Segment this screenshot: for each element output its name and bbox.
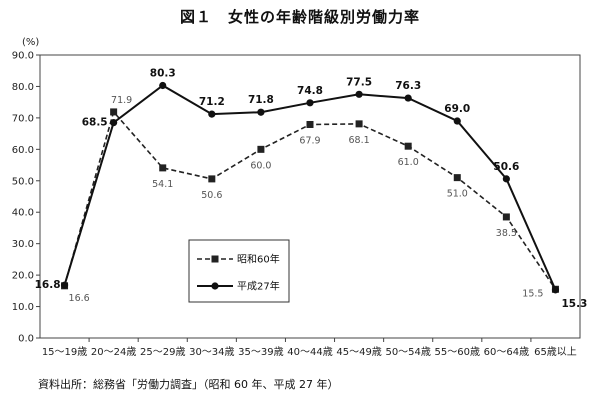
- data-label: 16.8: [35, 279, 61, 291]
- data-point-circle: [306, 99, 314, 107]
- x-tick-label: 35～39歳: [238, 346, 283, 358]
- data-label: 15.5: [522, 288, 543, 299]
- data-label: 15.3: [561, 298, 587, 310]
- x-tick-label: 45～49歳: [336, 346, 381, 358]
- data-label: 71.2: [199, 96, 225, 108]
- x-tick-label: 15～19歳: [42, 346, 87, 358]
- data-labels: 16.6 71.9 54.1 50.6 60.0 67.9 68.1 61.0 51.0 38.5…: [35, 68, 588, 310]
- data-label: 68.1: [349, 135, 370, 146]
- chart-title: 図１ 女性の年齢階級別労働力率: [179, 8, 420, 26]
- data-label: 61.0: [398, 157, 419, 168]
- y-tick-label: 60.0: [12, 145, 34, 156]
- y-tick-label: 10.0: [12, 302, 34, 313]
- data-label: 50.6: [493, 161, 519, 173]
- data-point-circle: [208, 110, 216, 118]
- y-tick-label: 20.0: [12, 271, 34, 282]
- series-layer: [60, 81, 560, 294]
- data-point-square: [453, 174, 461, 182]
- y-tick-label: 30.0: [12, 239, 34, 250]
- data-label: 60.0: [250, 160, 271, 171]
- data-point-circle: [355, 90, 363, 98]
- data-point-square: [110, 108, 118, 116]
- x-tick-label: 25～29歳: [140, 346, 185, 358]
- data-label: 67.9: [299, 135, 320, 146]
- legend-label: 昭和60年: [237, 253, 280, 266]
- y-tick-label: 40.0: [12, 208, 34, 219]
- data-point-circle: [453, 117, 461, 125]
- x-tick-label: 30～34歳: [189, 346, 234, 358]
- data-point-square: [159, 164, 167, 172]
- data-point-square: [257, 145, 265, 153]
- series-line-heisei27: [63, 84, 557, 291]
- data-label: 51.0: [447, 189, 468, 200]
- data-point-circle: [551, 286, 560, 294]
- data-label: 69.0: [444, 103, 470, 115]
- data-point-square: [355, 120, 363, 128]
- y-tick-label: 0.0: [18, 334, 34, 345]
- data-label: 74.8: [297, 85, 323, 97]
- data-label: 68.5: [82, 117, 108, 129]
- data-label: 38.5: [496, 228, 517, 239]
- data-point-circle: [110, 119, 118, 127]
- y-tick-label: 80.0: [12, 82, 34, 93]
- data-label: 54.1: [152, 179, 173, 190]
- data-label: 50.6: [201, 190, 222, 201]
- data-label: 77.5: [346, 76, 372, 88]
- data-point-circle: [257, 108, 265, 116]
- legend-label: 平成27年: [237, 280, 280, 293]
- data-label: 71.9: [111, 95, 132, 106]
- y-axis-unit-label: (%): [22, 37, 39, 48]
- x-tick-label: 40～44歳: [287, 346, 332, 358]
- y-tick-label: 90.0: [12, 51, 34, 62]
- x-tick-label: 65歳以上: [534, 346, 577, 358]
- data-point-circle: [502, 175, 510, 183]
- data-point-circle: [404, 94, 412, 102]
- data-point-circle: [60, 281, 69, 289]
- x-tick-label: 20～24歳: [91, 346, 136, 358]
- data-label: 16.6: [69, 293, 90, 304]
- x-tick-label: 55～60歳: [435, 346, 480, 358]
- data-point-square: [208, 175, 216, 183]
- data-label: 76.3: [395, 80, 421, 92]
- data-label: 80.3: [150, 68, 176, 80]
- data-label: 71.8: [248, 94, 274, 106]
- axes: (%) 0.0 10.0 20.0 30.0 40.0 50.0 60.0 70.0 80.0 90…: [12, 37, 581, 358]
- data-point-square: [502, 213, 510, 221]
- x-tick-label: 50～54歳: [385, 346, 430, 358]
- data-point-circle: [159, 81, 167, 90]
- data-point-square: [306, 120, 314, 128]
- legend-marker-square: [211, 255, 219, 263]
- y-tick-label: 70.0: [12, 113, 34, 124]
- plot-frame: [39, 54, 581, 339]
- legend-box: [188, 239, 290, 303]
- source-note: 資料出所：総務省「労働力調査」（昭和 60 年、平成 27 年）: [38, 378, 339, 391]
- y-tick-label: 50.0: [12, 176, 34, 187]
- x-tick-label: 60～64歳: [484, 346, 529, 358]
- legend-marker-circle: [211, 282, 219, 290]
- data-point-square: [404, 142, 412, 150]
